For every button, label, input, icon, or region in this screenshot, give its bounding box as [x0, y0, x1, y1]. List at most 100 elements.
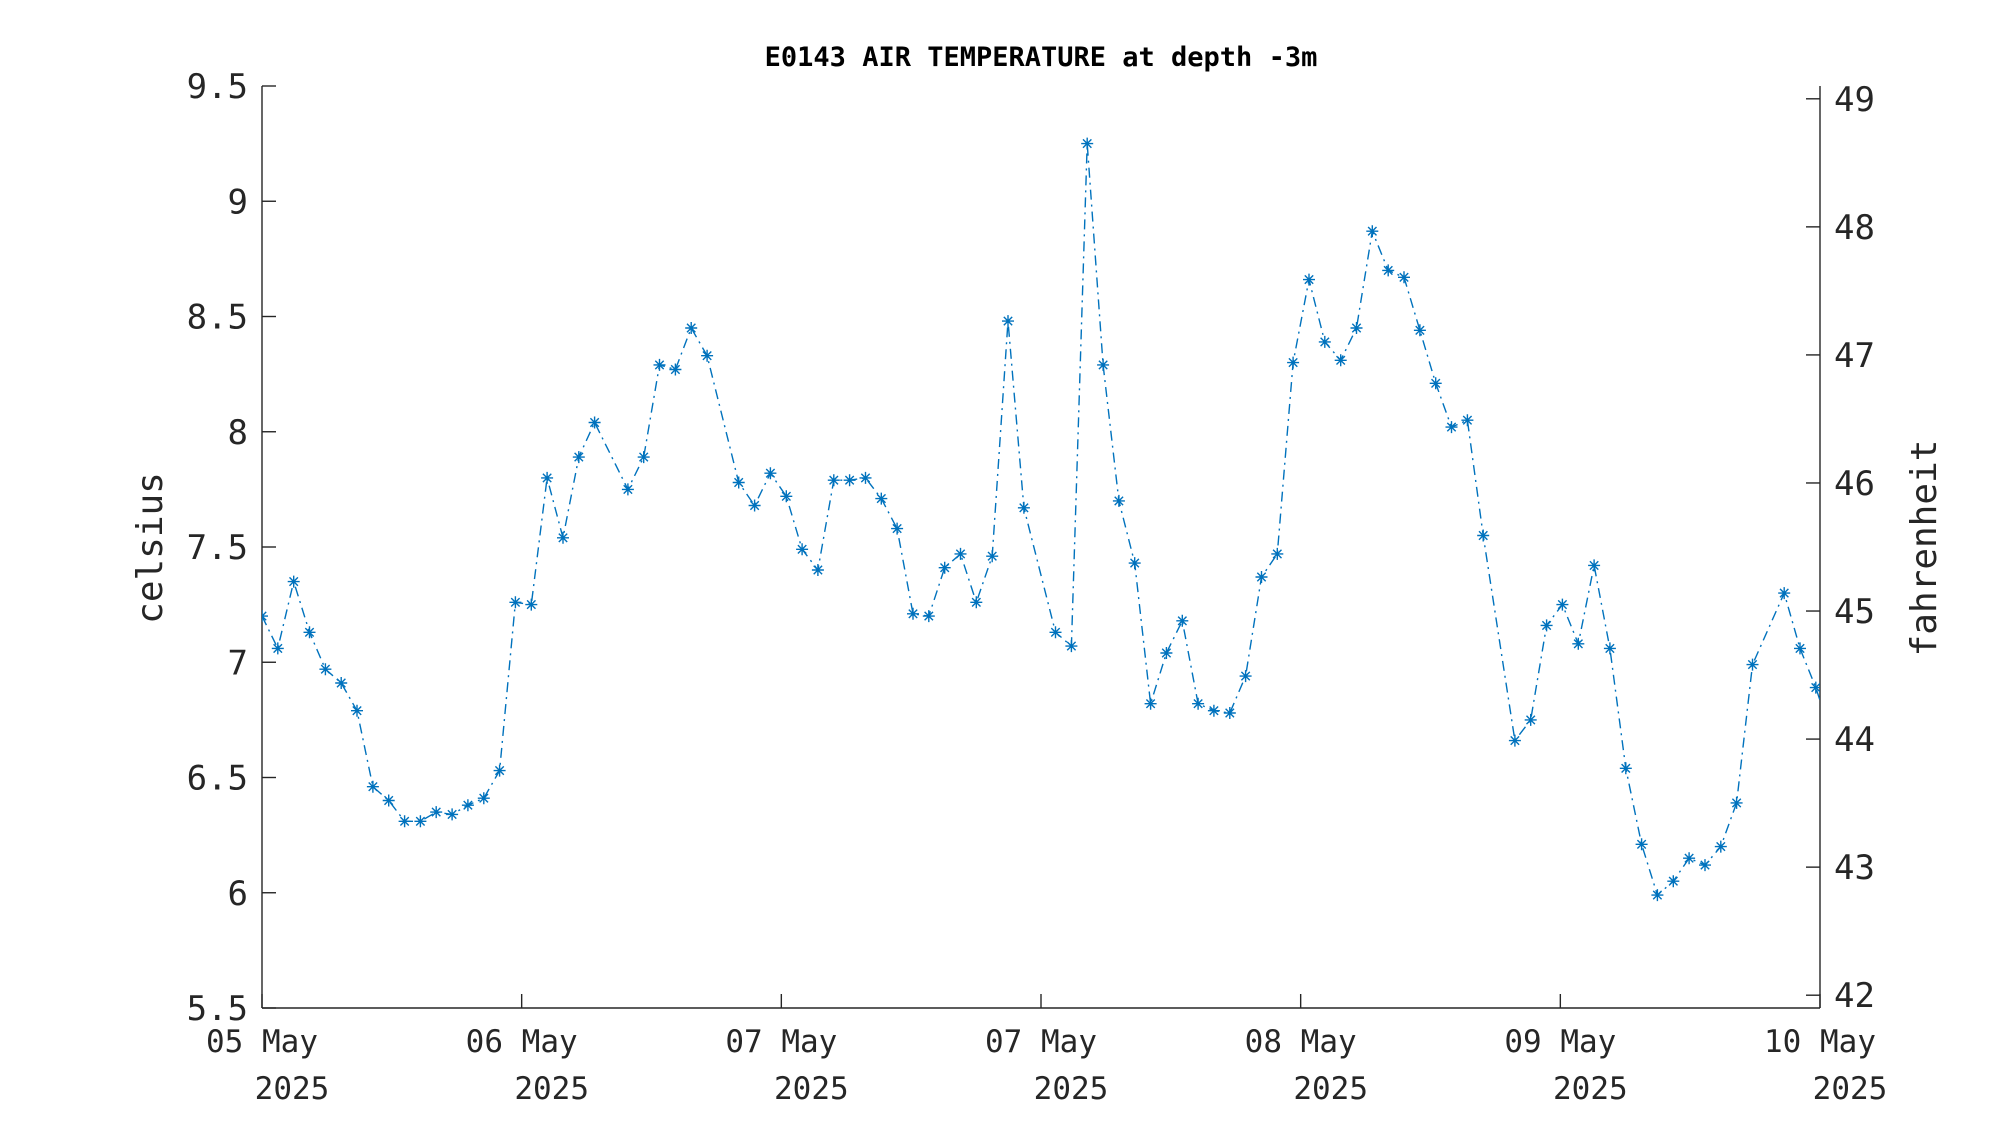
data-point [1176, 614, 1189, 627]
data-point [1588, 559, 1601, 572]
y-axis-label-left: celsius [130, 472, 171, 624]
data-point [891, 522, 904, 535]
data-point [1192, 697, 1205, 710]
data-point [398, 815, 411, 828]
data-point [1667, 875, 1680, 888]
data-point [461, 799, 474, 812]
data-point [1207, 704, 1220, 717]
data-point [1699, 859, 1711, 872]
x-tick-label-date: 09 May [1504, 1024, 1616, 1060]
y-tick-label-left: 9.5 [187, 67, 248, 107]
x-tick-label-date: 08 May [1245, 1024, 1357, 1060]
y-tick-label-left: 9 [228, 182, 248, 222]
data-point [1065, 640, 1078, 653]
data-point [843, 474, 856, 487]
data-point [1714, 840, 1727, 853]
data-point [1334, 354, 1347, 367]
data-point [1160, 647, 1173, 659]
data-point [1223, 707, 1236, 719]
data-point [572, 451, 585, 464]
x-tick-label-year: 2025 [255, 1071, 330, 1107]
data-point [748, 499, 761, 512]
data-point [1524, 713, 1537, 726]
data-point [493, 764, 506, 777]
data-point [1572, 637, 1585, 650]
data-point [1508, 734, 1521, 747]
series-line [262, 143, 1820, 897]
data-point [701, 349, 714, 362]
data-point [525, 598, 538, 611]
data-point [1128, 557, 1141, 570]
data-point [1398, 271, 1410, 284]
x-tick-label-date: 07 May [985, 1024, 1097, 1060]
y-tick-label-left: 5.5 [187, 989, 248, 1029]
data-point [907, 607, 919, 620]
data-point [653, 358, 666, 371]
data-point [780, 490, 793, 503]
x-tick-label-date: 10 May [1764, 1024, 1876, 1060]
data-point [1017, 501, 1030, 514]
x-tick-label-year: 2025 [514, 1071, 589, 1107]
data-point [1081, 137, 1094, 150]
data-point [796, 543, 809, 556]
data-point [1144, 697, 1157, 710]
data-point [557, 531, 569, 544]
data-point [351, 704, 363, 717]
data-point [1683, 852, 1696, 865]
data-point [1239, 670, 1252, 683]
y-tick-label-right: 47 [1834, 336, 1875, 376]
data-point [1429, 377, 1442, 390]
data-point [1112, 494, 1125, 507]
data-point [1049, 626, 1062, 639]
data-point [509, 596, 522, 609]
data-point [1651, 889, 1664, 902]
x-tick-label-year: 2025 [774, 1071, 849, 1107]
data-point [446, 808, 459, 821]
y-tick-label-left: 7.5 [187, 528, 248, 568]
data-point [954, 547, 967, 560]
data-point [1318, 335, 1331, 348]
x-tick-label-date: 05 May [206, 1024, 318, 1060]
data-point [1477, 529, 1490, 542]
data-point [986, 550, 999, 563]
data-point [811, 564, 824, 576]
data-point [732, 476, 745, 489]
data-point [588, 416, 601, 429]
y-tick-label-left: 6 [228, 874, 248, 914]
data-point [335, 677, 348, 689]
data-point [366, 780, 379, 793]
data-point [1255, 571, 1268, 583]
data-point [1619, 762, 1632, 775]
y-tick-label-right: 43 [1834, 848, 1875, 888]
data-point [430, 806, 443, 819]
x-tick-label-date: 07 May [725, 1024, 837, 1060]
data-series [262, 137, 1820, 902]
y-tick-label-left: 8 [228, 413, 248, 453]
data-point [938, 561, 951, 574]
data-point [1540, 619, 1553, 632]
data-point [1603, 642, 1616, 655]
y-tick-label-left: 8.5 [187, 298, 248, 338]
data-point [1445, 421, 1458, 434]
data-point [1097, 358, 1110, 371]
data-point [382, 794, 395, 807]
data-point [1461, 414, 1474, 427]
y-tick-label-right: 45 [1834, 592, 1875, 632]
data-point [1303, 273, 1315, 286]
x-tick-label-year: 2025 [1293, 1071, 1368, 1107]
y-tick-label-left: 7 [228, 643, 248, 683]
data-point [922, 610, 935, 623]
data-point [1635, 838, 1648, 851]
data-point [875, 492, 888, 505]
chart-title: E0143 AIR TEMPERATURE at depth -3m [765, 42, 1318, 73]
y-tick-label-right: 46 [1834, 464, 1875, 504]
data-point [827, 474, 840, 487]
data-point [859, 471, 872, 484]
data-point [1413, 324, 1426, 337]
x-tick-label-year: 2025 [1813, 1071, 1888, 1107]
data-point [1746, 658, 1759, 671]
data-point [414, 815, 427, 828]
data-point [685, 322, 698, 334]
axes: 5.5 6 6.5 7 7.5 8 8.5 9 9.5 42 43 44 45 46 47 48 49 05 Ma… [187, 67, 1888, 1107]
